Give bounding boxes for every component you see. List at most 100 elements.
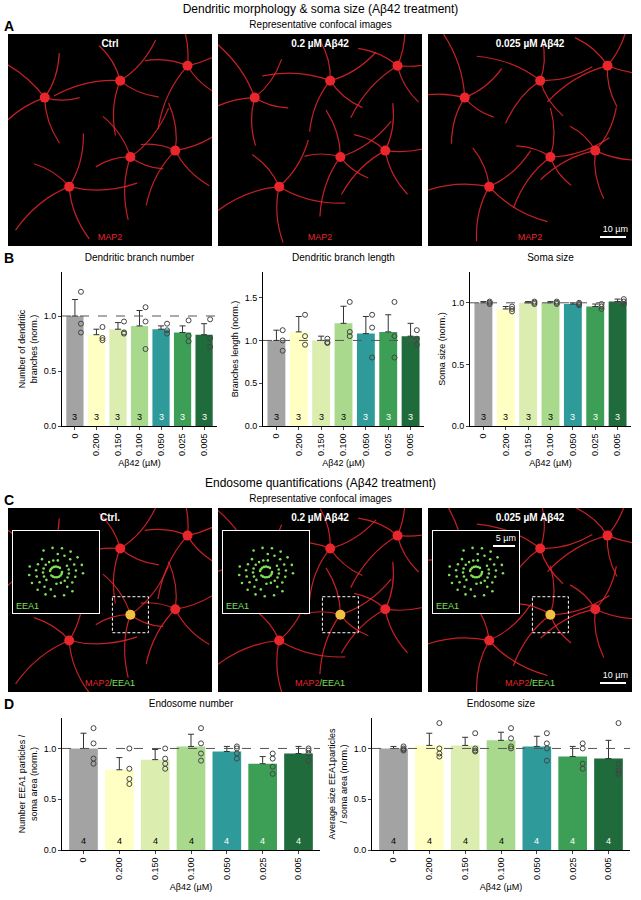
svg-text:3: 3	[137, 412, 142, 422]
svg-text:4: 4	[260, 836, 265, 846]
svg-text:0.025: 0.025	[258, 858, 268, 881]
svg-text:4: 4	[570, 836, 575, 846]
svg-text:0.5: 0.5	[44, 366, 57, 376]
svg-text:3: 3	[159, 412, 164, 422]
svg-text:1.0: 1.0	[354, 744, 367, 754]
svg-text:1.0: 1.0	[44, 744, 57, 754]
svg-text:3: 3	[296, 412, 301, 422]
svg-text:3: 3	[615, 412, 620, 422]
svg-text:Endosome number: Endosome number	[149, 698, 234, 709]
svg-text:0.050: 0.050	[222, 858, 232, 881]
svg-text:0.150: 0.150	[316, 434, 326, 457]
svg-text:3: 3	[408, 412, 413, 422]
svg-text:0.100: 0.100	[496, 858, 506, 881]
svg-text:0: 0	[271, 434, 281, 439]
svg-text:4: 4	[224, 836, 229, 846]
svg-text:Number EEA1 particles /soma ar: Number EEA1 particles /soma area (norm.)	[17, 734, 39, 833]
svg-text:4: 4	[296, 836, 301, 846]
svg-text:3: 3	[548, 412, 553, 422]
svg-text:Aβ42 (µM): Aβ42 (µM)	[118, 458, 160, 468]
svg-text:0.150: 0.150	[523, 434, 533, 457]
svg-text:4: 4	[606, 836, 611, 846]
svg-text:0.100: 0.100	[338, 434, 348, 457]
svg-text:3: 3	[481, 412, 486, 422]
svg-text:3: 3	[319, 412, 324, 422]
svg-text:3: 3	[94, 412, 99, 422]
svg-text:Soma size: Soma size	[527, 252, 574, 263]
svg-text:Aβ42 (µM): Aβ42 (µM)	[322, 458, 364, 468]
svg-text:Branches length (norm.): Branches length (norm.)	[230, 301, 240, 398]
svg-text:4: 4	[189, 836, 194, 846]
svg-text:0.0: 0.0	[44, 421, 57, 431]
svg-text:1.0: 1.0	[245, 336, 258, 346]
svg-text:Dendritic branch length: Dendritic branch length	[292, 252, 395, 263]
svg-text:0.005: 0.005	[603, 858, 613, 881]
svg-text:0: 0	[478, 434, 488, 439]
svg-text:4: 4	[534, 836, 539, 846]
svg-text:0.0: 0.0	[245, 421, 258, 431]
svg-text:0: 0	[78, 858, 88, 863]
svg-text:3: 3	[593, 412, 598, 422]
svg-text:3: 3	[363, 412, 368, 422]
svg-text:4: 4	[391, 836, 396, 846]
svg-text:0.025: 0.025	[383, 434, 393, 457]
svg-text:4: 4	[463, 836, 468, 846]
svg-text:0.150: 0.150	[113, 434, 123, 457]
svg-text:0.005: 0.005	[199, 434, 209, 457]
svg-text:4: 4	[427, 836, 432, 846]
svg-text:0.0: 0.0	[452, 421, 465, 431]
svg-text:0.005: 0.005	[613, 434, 623, 457]
svg-text:0.100: 0.100	[186, 858, 196, 881]
svg-text:1.0: 1.0	[452, 298, 465, 308]
svg-text:0: 0	[70, 434, 80, 439]
svg-text:0.050: 0.050	[361, 434, 371, 457]
svg-text:0.050: 0.050	[532, 858, 542, 881]
svg-text:0.025: 0.025	[590, 434, 600, 457]
svg-text:Number of dendriticbranches (n: Number of dendriticbranches (norm.)	[17, 309, 39, 388]
svg-text:Endosome size: Endosome size	[467, 698, 536, 709]
svg-text:0.200: 0.200	[114, 858, 124, 881]
svg-text:0.025: 0.025	[568, 858, 578, 881]
svg-text:Aβ42 (µM): Aβ42 (µM)	[170, 882, 212, 892]
svg-text:3: 3	[570, 412, 575, 422]
svg-text:4: 4	[117, 836, 122, 846]
svg-text:Aβ42 (µM): Aβ42 (µM)	[529, 458, 571, 468]
svg-text:0.200: 0.200	[424, 858, 434, 881]
svg-text:0.005: 0.005	[406, 434, 416, 457]
svg-text:4: 4	[499, 836, 504, 846]
svg-text:3: 3	[386, 412, 391, 422]
svg-text:0.200: 0.200	[91, 434, 101, 457]
svg-text:3: 3	[115, 412, 120, 422]
svg-text:0.005: 0.005	[293, 858, 303, 881]
svg-text:0: 0	[388, 858, 398, 863]
svg-text:0.5: 0.5	[245, 378, 258, 388]
svg-text:Dendritic branch number: Dendritic branch number	[85, 252, 195, 263]
svg-text:1.0: 1.0	[44, 311, 57, 321]
svg-text:0.5: 0.5	[354, 794, 367, 804]
svg-text:0.5: 0.5	[452, 360, 465, 370]
svg-text:4: 4	[153, 836, 158, 846]
svg-text:0.200: 0.200	[294, 434, 304, 457]
svg-text:3: 3	[180, 412, 185, 422]
svg-text:3: 3	[274, 412, 279, 422]
svg-text:Aβ42 (µM): Aβ42 (µM)	[480, 882, 522, 892]
svg-text:0.025: 0.025	[177, 434, 187, 457]
svg-text:3: 3	[526, 412, 531, 422]
svg-text:1.5: 1.5	[245, 293, 258, 303]
svg-text:0.5: 0.5	[44, 794, 57, 804]
svg-text:0.100: 0.100	[134, 434, 144, 457]
svg-text:0.0: 0.0	[354, 845, 367, 855]
svg-text:0.200: 0.200	[501, 434, 511, 457]
svg-text:4: 4	[81, 836, 86, 846]
svg-text:0.050: 0.050	[156, 434, 166, 457]
svg-text:Average size EEA1particles/ so: Average size EEA1particles/ soma area (n…	[327, 728, 349, 839]
svg-text:0.100: 0.100	[545, 434, 555, 457]
svg-text:0.150: 0.150	[460, 858, 470, 881]
svg-text:0.150: 0.150	[150, 858, 160, 881]
svg-text:Soma size (norm.): Soma size (norm.)	[437, 312, 447, 386]
svg-text:3: 3	[503, 412, 508, 422]
svg-text:0.050: 0.050	[568, 434, 578, 457]
svg-text:3: 3	[72, 412, 77, 422]
svg-text:3: 3	[202, 412, 207, 422]
svg-text:3: 3	[341, 412, 346, 422]
